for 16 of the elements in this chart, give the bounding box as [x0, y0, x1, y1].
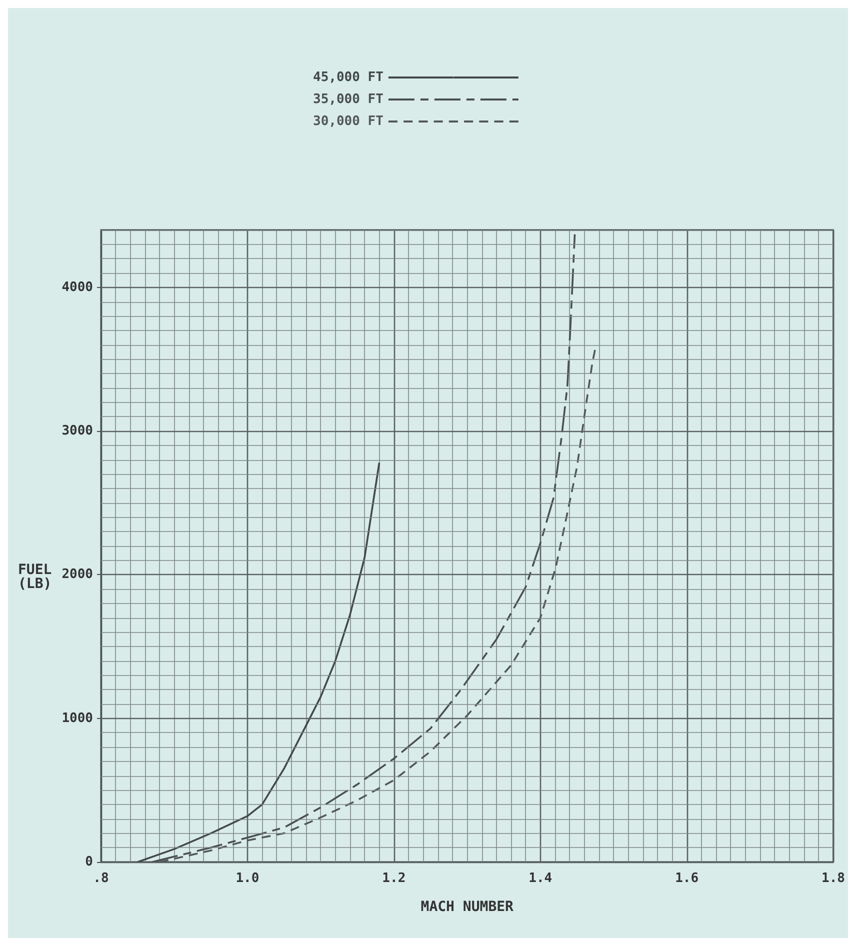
x-tick-label: 1.0	[236, 871, 260, 886]
y-tick-label: 0	[85, 854, 94, 870]
x-tick-label: 1.4	[528, 871, 552, 886]
legend-label: 30,000 FT	[312, 114, 384, 129]
y-tick-label: 4000	[62, 280, 94, 295]
x-axis-title: MACH NUMBER	[420, 899, 514, 915]
x-tick-label: 1.8	[822, 871, 846, 886]
y-axis-title: FUEL (LB)	[18, 562, 52, 592]
x-tick-label: 1.2	[382, 871, 406, 886]
y-tick-label: 2000	[62, 567, 94, 582]
legend-label: 35,000 FT	[312, 92, 384, 107]
x-tick-label: .8	[93, 871, 109, 886]
y-tick-label: 3000	[62, 424, 94, 439]
y-tick-label: 1000	[62, 710, 94, 726]
x-tick-label: 1.6	[675, 871, 699, 886]
legend-label: 45,000 FT	[312, 70, 384, 85]
